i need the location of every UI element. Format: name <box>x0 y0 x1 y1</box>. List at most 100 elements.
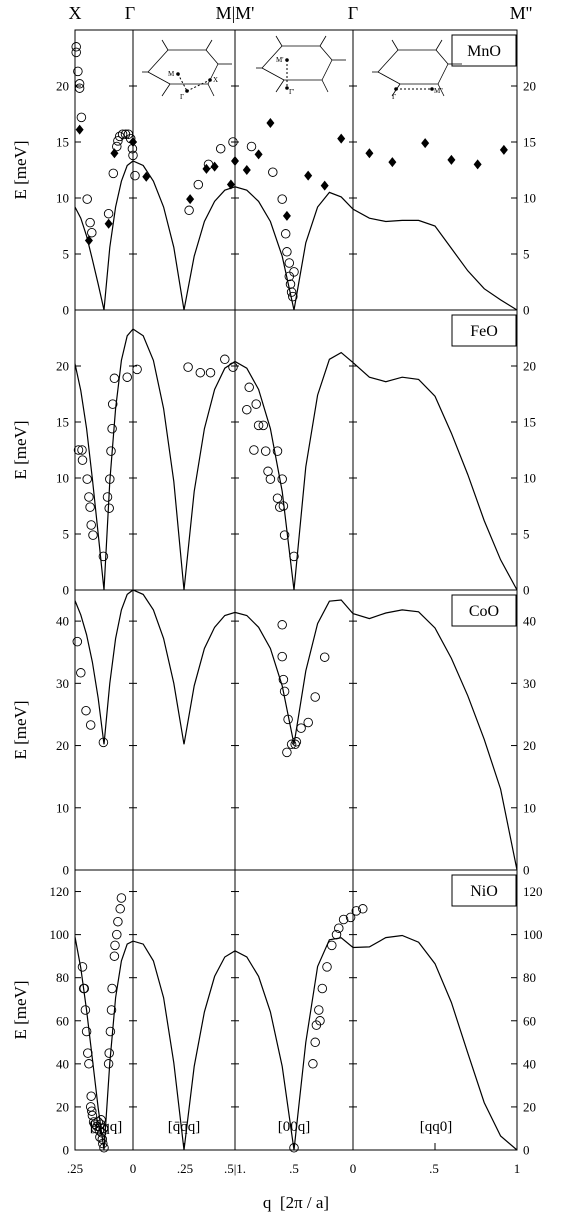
y-tick-label-right: 10 <box>523 191 536 206</box>
x-tick-label-3: .5|1. <box>224 1161 246 1176</box>
data-point-circle <box>220 354 230 365</box>
data-point-circle <box>71 42 81 52</box>
x-tick-label-2: .25 <box>177 1161 193 1176</box>
inset-label: Γ <box>392 93 396 101</box>
y-tick-label: 20 <box>56 738 69 753</box>
y-tick-label: 30 <box>56 676 69 691</box>
y-tick-label: 100 <box>50 927 70 942</box>
data-point-circle <box>351 906 362 916</box>
y-tick-label: 0 <box>63 583 70 598</box>
inset-zone-edge <box>319 45 333 61</box>
y-tick-label-right: 15 <box>523 415 536 430</box>
data-point-circle <box>280 229 291 239</box>
data-point-circle <box>81 705 91 716</box>
y-tick-label: 0 <box>63 1143 70 1158</box>
data-point-circle <box>85 720 96 730</box>
data-point-circle <box>242 404 252 415</box>
data-point-circle <box>88 530 98 540</box>
panel-feo: 0 0 5 5 10 10 15 15 20 20 E [meV] FeO <box>11 309 536 598</box>
data-point-circle <box>98 1138 108 1149</box>
panel-frame <box>74 309 518 591</box>
inset-zone-edge <box>205 49 219 65</box>
inset-path <box>186 79 211 92</box>
y-tick-label-right: 40 <box>523 614 536 629</box>
data-point-circle <box>98 737 109 748</box>
inset-point <box>208 78 212 82</box>
data-point-circle <box>117 129 128 139</box>
data-point-circle <box>79 983 90 994</box>
data-point-circle <box>103 208 114 219</box>
y-tick-label-right: 120 <box>523 884 543 899</box>
data-point-circle <box>327 940 337 951</box>
data-point-circle <box>249 445 259 455</box>
inset-zone-edge <box>261 67 285 81</box>
data-point-circle <box>322 962 332 972</box>
inset-zone-edge <box>435 49 449 65</box>
panel-nio: 0 0 20 20 40 40 60 60 80 80 100 100 120 120 E [meV] NiO <box>11 869 543 1158</box>
data-point-circle <box>105 474 115 484</box>
material-box <box>451 594 517 627</box>
data-point-circle <box>310 1037 320 1048</box>
y-tick-label-right: 100 <box>523 927 543 942</box>
material-label: MnO <box>467 43 501 60</box>
data-point-diamond <box>129 137 137 147</box>
data-point-circle <box>84 1059 94 1069</box>
y-tick-label: 40 <box>56 1056 69 1071</box>
y-tick-label: 0 <box>63 303 70 318</box>
data-point-circle <box>123 129 134 139</box>
panels: 0 0 5 5 10 10 15 15 20 20 E [meV] MnO 0 0 5 5 10 10 15 15 20… <box>11 29 543 1158</box>
data-point-circle <box>260 446 271 456</box>
data-point-diamond <box>254 149 263 160</box>
data-point-circle <box>112 141 122 152</box>
direction-label-1: [q̄q̄q] <box>168 1119 201 1135</box>
data-point-circle <box>277 194 287 204</box>
data-point-circle <box>272 493 283 503</box>
inset-label: X <box>213 76 218 84</box>
inset-brillouin-zone-1: M X Γ <box>142 39 232 101</box>
data-point-circle <box>80 1005 91 1015</box>
inset-zone-edge <box>147 71 171 85</box>
data-point-circle <box>87 1110 98 1121</box>
y-tick-label-right: 0 <box>523 1143 530 1158</box>
inset-point <box>185 89 189 93</box>
data-point-circle <box>285 279 296 289</box>
y-tick-label: 15 <box>56 415 69 430</box>
data-point-circle <box>228 137 238 147</box>
data-point-circle <box>331 929 342 940</box>
y-tick-label-right: 40 <box>523 1056 536 1071</box>
data-point-circle <box>303 717 313 728</box>
inset-path <box>177 73 188 92</box>
y-tick-label-right: 0 <box>523 583 530 598</box>
data-point-circle <box>104 503 114 513</box>
data-point-circle <box>195 367 206 378</box>
data-point-circle <box>73 66 83 77</box>
inset-label: M <box>168 70 175 78</box>
data-point-diamond <box>75 124 84 135</box>
data-point-circle <box>71 47 81 58</box>
data-point-circle <box>284 258 295 268</box>
data-point-diamond <box>226 179 235 190</box>
data-point-circle <box>296 723 306 733</box>
data-point-circle <box>116 893 127 903</box>
data-point-circle <box>130 170 140 181</box>
x-tick-label-7: 1 <box>514 1161 521 1176</box>
data-point-circle <box>272 446 283 456</box>
data-point-circle <box>246 141 257 152</box>
data-point-circle <box>263 466 273 477</box>
y-axis-label: E [meV] <box>11 140 30 199</box>
x-tick-label-0: .25 <box>67 1161 83 1176</box>
data-point-circle <box>183 362 193 372</box>
x-axis-label: q [2π / a] <box>263 1193 329 1212</box>
inset-zone-edge <box>319 35 327 47</box>
y-tick-label: 20 <box>56 359 69 374</box>
data-point-diamond <box>320 180 329 191</box>
data-point-circle <box>265 474 276 484</box>
data-point-circle <box>184 205 194 216</box>
theory-curve <box>74 160 518 311</box>
data-point-diamond <box>365 148 374 159</box>
data-point-diamond <box>499 144 508 155</box>
data-point-circle <box>77 445 87 455</box>
inset-zone-edge <box>437 63 449 85</box>
y-tick-label-right: 0 <box>523 303 530 318</box>
data-point-diamond <box>104 218 113 229</box>
